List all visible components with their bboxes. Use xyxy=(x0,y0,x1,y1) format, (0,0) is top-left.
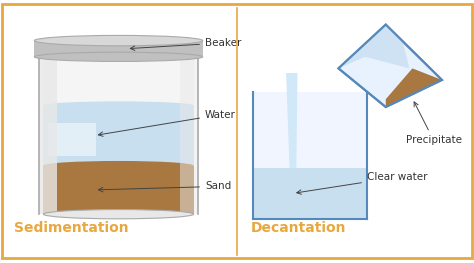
FancyBboxPatch shape xyxy=(44,166,193,214)
Polygon shape xyxy=(338,25,410,68)
Text: Clear water: Clear water xyxy=(297,172,428,194)
Ellipse shape xyxy=(34,36,203,46)
Text: Beaker: Beaker xyxy=(130,38,241,50)
Text: Precipitate: Precipitate xyxy=(406,102,462,145)
Polygon shape xyxy=(286,73,298,168)
FancyBboxPatch shape xyxy=(44,105,193,166)
Ellipse shape xyxy=(44,101,193,109)
FancyBboxPatch shape xyxy=(180,57,198,214)
Text: Decantation: Decantation xyxy=(251,221,346,235)
FancyBboxPatch shape xyxy=(34,41,203,57)
FancyBboxPatch shape xyxy=(44,57,193,105)
Ellipse shape xyxy=(34,52,203,62)
FancyBboxPatch shape xyxy=(253,92,367,219)
Ellipse shape xyxy=(44,210,193,219)
Text: Sedimentation: Sedimentation xyxy=(14,221,128,235)
Polygon shape xyxy=(338,25,442,107)
Text: Sand: Sand xyxy=(99,181,231,192)
FancyBboxPatch shape xyxy=(253,168,367,219)
FancyBboxPatch shape xyxy=(48,123,96,156)
Polygon shape xyxy=(386,68,442,107)
FancyBboxPatch shape xyxy=(39,57,57,214)
Ellipse shape xyxy=(44,161,193,170)
Text: Water: Water xyxy=(99,110,236,136)
